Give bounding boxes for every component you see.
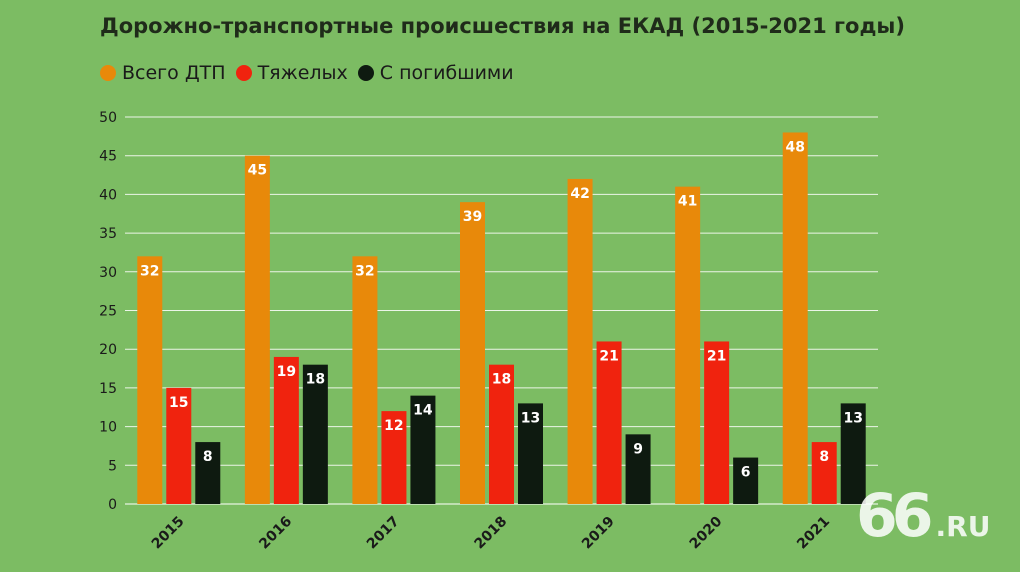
bar-total — [567, 178, 593, 505]
data-label-severe: 8 — [819, 449, 829, 465]
bar-severe — [381, 411, 407, 504]
legend-label-severe: Тяжелых — [257, 62, 348, 84]
bar-fatal — [302, 364, 328, 504]
bar-total — [352, 256, 378, 504]
data-label-total: 39 — [463, 209, 482, 225]
legend-item-total: Всего ДТП — [100, 62, 226, 84]
y-tick-label: 40 — [99, 187, 117, 203]
bar-severe — [596, 341, 622, 504]
data-label-fatal: 13 — [843, 410, 862, 426]
bar-fatal — [625, 434, 651, 504]
data-label-total: 42 — [570, 186, 589, 202]
data-label-fatal: 13 — [521, 410, 540, 426]
bar-severe — [704, 341, 730, 504]
data-label-total: 32 — [140, 263, 159, 279]
bar-severe — [811, 442, 837, 504]
y-tick-label: 5 — [108, 458, 117, 474]
legend-label-total: Всего ДТП — [122, 62, 226, 84]
x-tick-label: 2020 — [687, 513, 726, 552]
bar-severe — [273, 356, 299, 504]
data-label-total: 45 — [248, 163, 267, 179]
data-label-total: 48 — [785, 139, 804, 155]
legend-item-fatal: С погибшими — [357, 62, 514, 84]
x-tick-label: 2015 — [149, 514, 188, 553]
y-tick-label: 0 — [108, 497, 117, 513]
x-tick-label: 2021 — [794, 514, 833, 553]
bar-fatal — [518, 403, 543, 504]
legend-dot-total — [100, 65, 116, 81]
data-label-total: 32 — [355, 263, 374, 279]
data-label-fatal: 9 — [633, 441, 643, 457]
y-tick-label: 10 — [99, 420, 117, 436]
x-tick-label: 2018 — [471, 514, 510, 553]
legend: Всего ДТП Тяжелых С погибшими — [100, 62, 524, 84]
data-label-severe: 12 — [384, 418, 403, 434]
y-tick-label: 25 — [99, 304, 117, 320]
bar-fatal — [733, 457, 759, 504]
bar-fatal — [840, 403, 866, 504]
legend-label-fatal: С погибшими — [379, 62, 514, 84]
data-label-severe: 18 — [492, 372, 511, 388]
bar-total — [460, 202, 485, 504]
bar-total — [244, 155, 270, 504]
logo-domain: .RU — [935, 510, 991, 543]
y-tick-label: 15 — [99, 381, 117, 397]
x-tick-label: 2016 — [256, 514, 295, 553]
data-label-fatal: 14 — [413, 403, 433, 419]
data-label-total: 41 — [678, 194, 697, 210]
data-label-severe: 21 — [599, 348, 618, 364]
bar-total — [675, 186, 701, 504]
y-tick-label: 45 — [99, 149, 117, 165]
chart-title: Дорожно-транспортные происшествия на ЕКА… — [100, 14, 905, 38]
data-label-severe: 15 — [169, 395, 188, 411]
y-tick-label: 35 — [99, 226, 117, 242]
data-label-fatal: 6 — [741, 465, 751, 481]
y-tick-label: 30 — [99, 265, 117, 281]
data-label-fatal: 8 — [203, 449, 213, 465]
legend-item-severe: Тяжелых — [235, 62, 348, 84]
x-tick-label: 2019 — [579, 514, 618, 553]
y-tick-label: 50 — [99, 110, 117, 126]
bar-fatal — [195, 442, 221, 504]
x-tick-label: 2017 — [364, 514, 403, 553]
site-logo: 66 .RU — [856, 486, 990, 546]
bar-severe — [489, 364, 514, 504]
bar-severe — [166, 387, 192, 504]
data-label-severe: 19 — [277, 364, 296, 380]
bar-total — [137, 256, 163, 504]
bar-fatal — [410, 395, 436, 504]
bar-total — [782, 132, 808, 505]
data-label-fatal: 18 — [306, 372, 325, 388]
data-label-severe: 21 — [707, 348, 726, 364]
logo-number: 66 — [856, 481, 933, 551]
y-tick-label: 20 — [99, 342, 117, 358]
legend-dot-severe — [235, 65, 252, 81]
legend-dot-fatal — [357, 65, 374, 81]
